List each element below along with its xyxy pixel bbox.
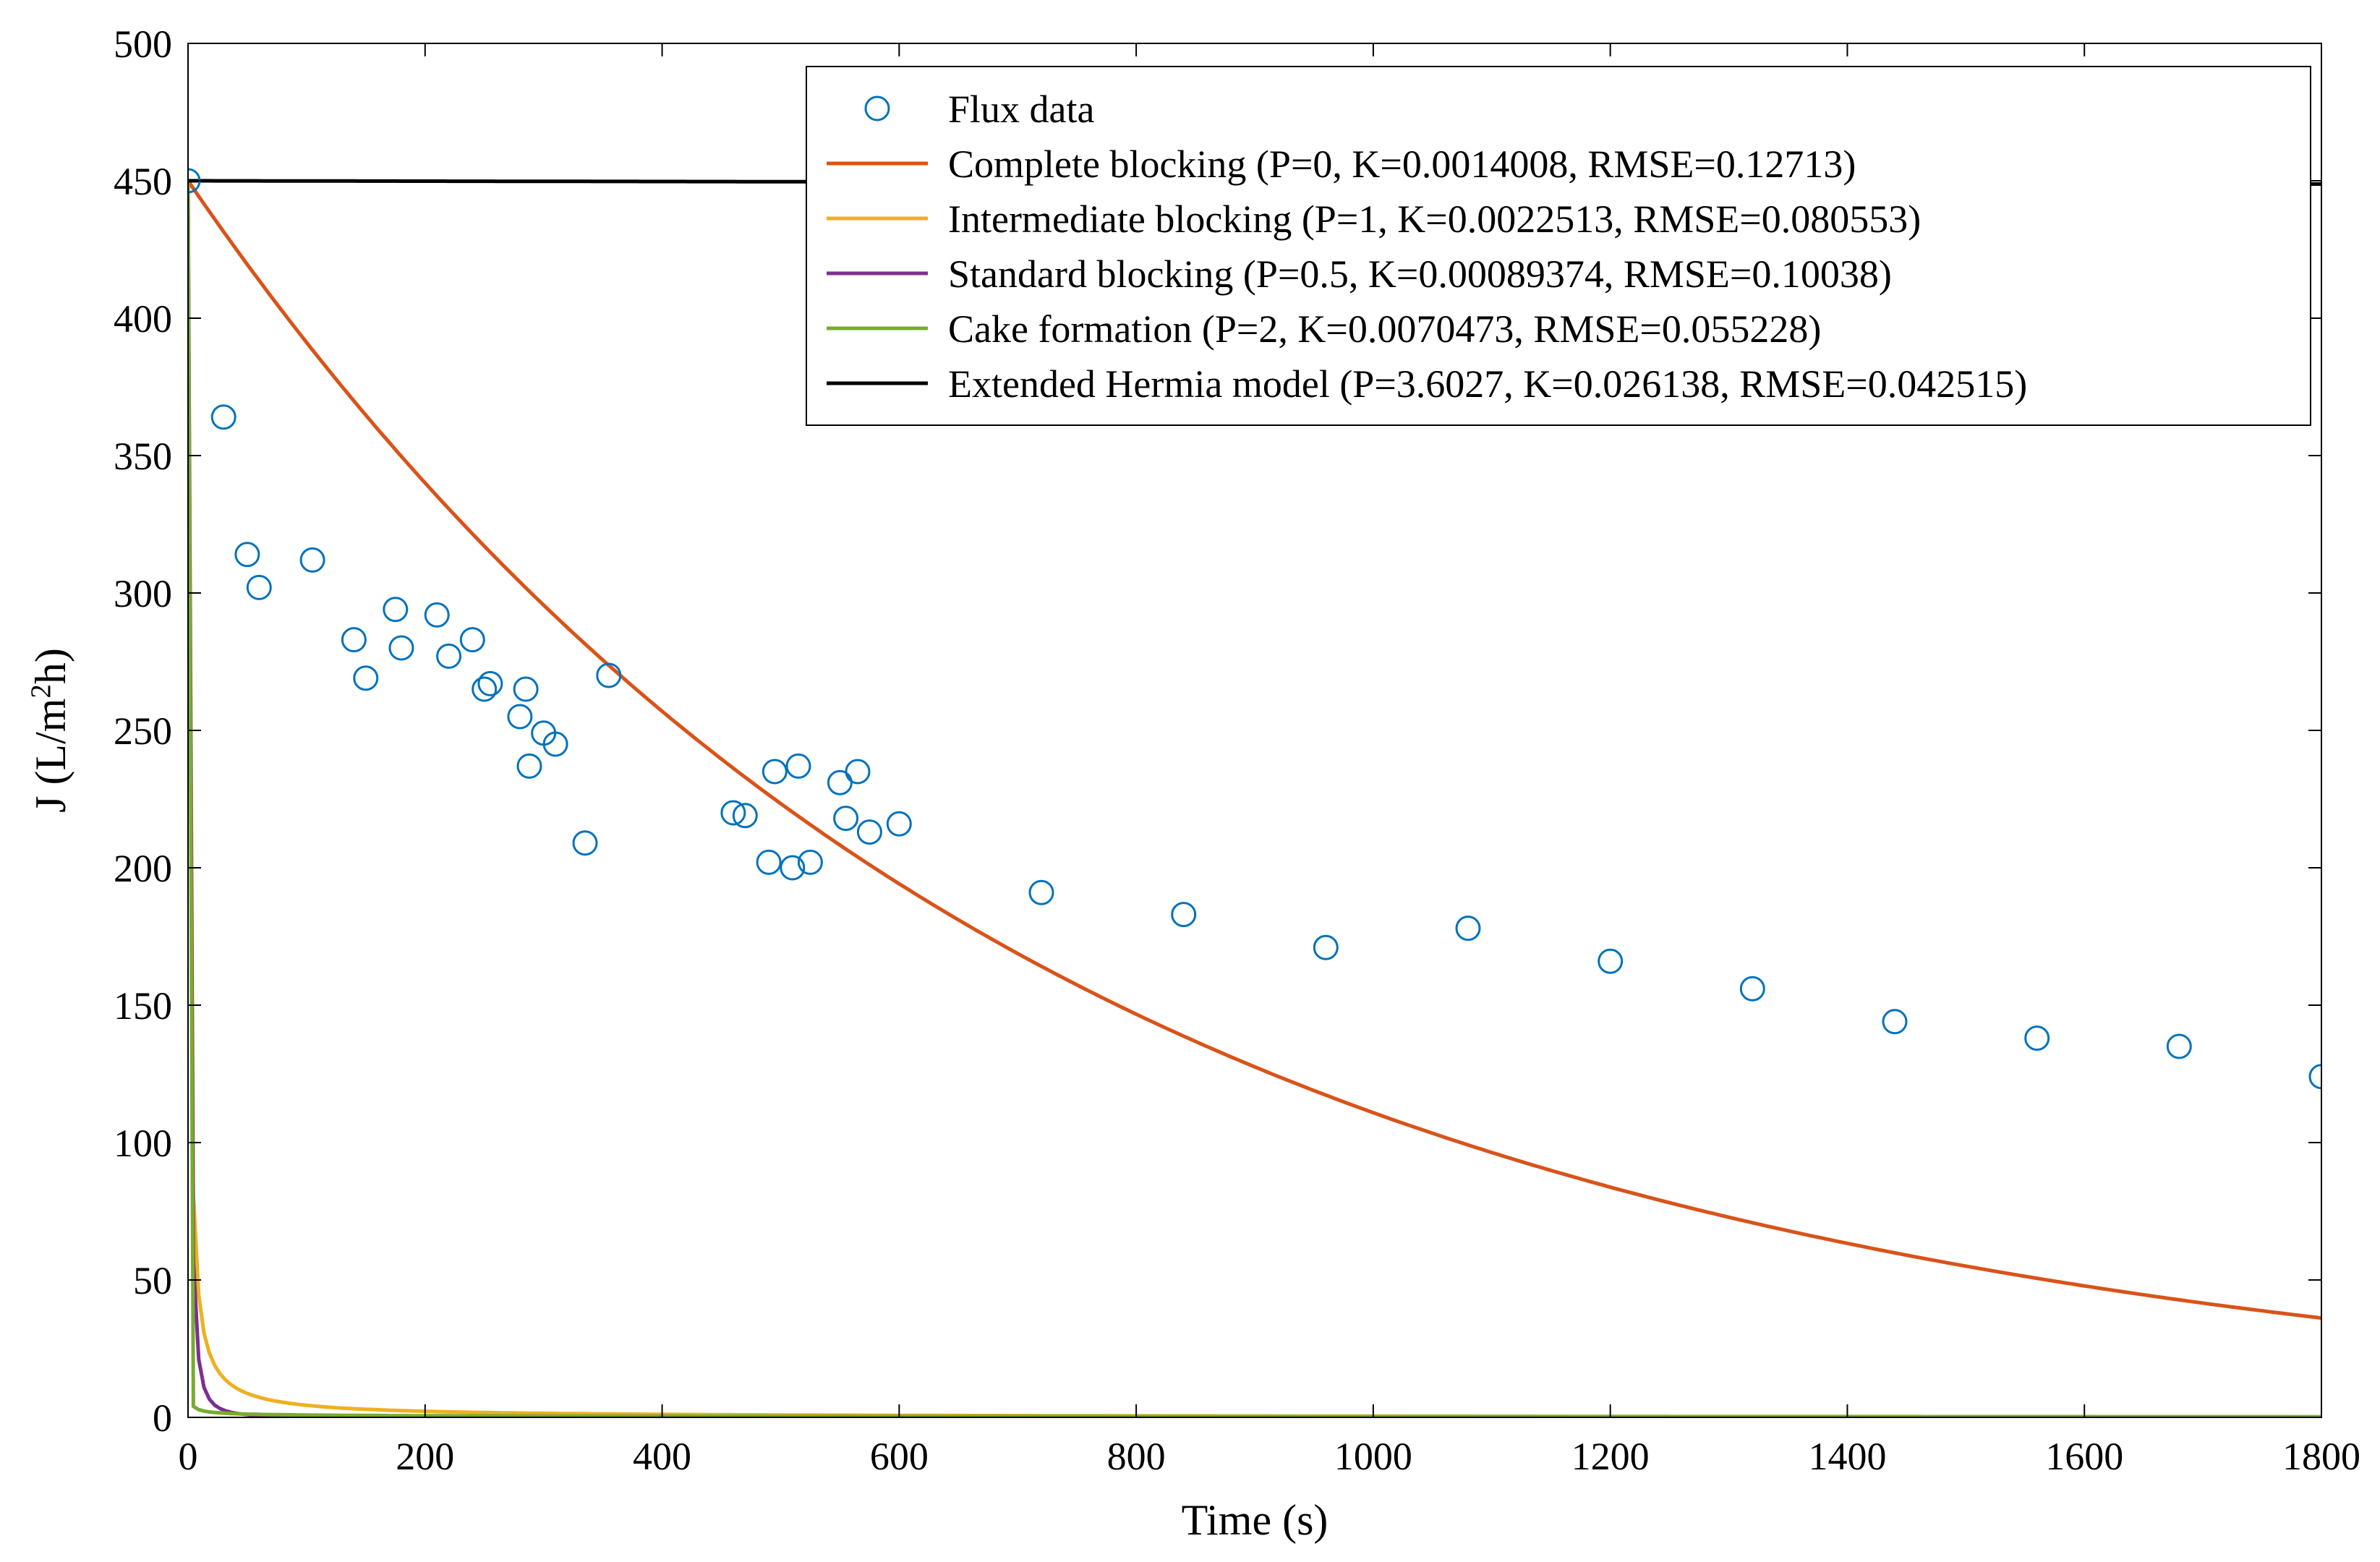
x-tick-label: 200 [396, 1435, 454, 1478]
legend-label: Complete blocking (P=0, K=0.0014008, RMS… [948, 142, 1856, 186]
legend-label: Extended Hermia model (P=3.6027, K=0.026… [948, 362, 2027, 406]
chart-svg: 0 200 400 600 800 1000 1200 1400 1600 1800 0 50 100 1… [0, 0, 2380, 1562]
y-tick-label: 500 [114, 22, 172, 66]
x-tick-label: 400 [633, 1435, 691, 1478]
y-tick-label: 0 [153, 1396, 172, 1440]
y-tick-label: 350 [114, 435, 172, 478]
y-tick-label: 100 [114, 1122, 172, 1165]
x-tick-label: 1800 [2282, 1435, 2360, 1478]
x-tick-label: 0 [179, 1435, 198, 1478]
legend-label: Flux data [948, 88, 1095, 131]
x-tick-label: 600 [870, 1435, 929, 1478]
legend-label: Cake formation (P=2, K=0.0070473, RMSE=0… [948, 307, 1821, 351]
x-tick-label: 1400 [1808, 1435, 1886, 1478]
y-axis-label: J (L/m2h) [25, 648, 75, 813]
flux-chart: 0 200 400 600 800 1000 1200 1400 1600 1800 0 50 100 1… [0, 0, 2380, 1562]
y-tick-label: 450 [114, 160, 172, 203]
x-tick-label: 1600 [2045, 1435, 2123, 1478]
y-tick-label: 50 [133, 1259, 172, 1302]
legend-label: Intermediate blocking (P=1, K=0.0022513,… [948, 197, 1921, 241]
x-axis-label: Time (s) [1182, 1496, 1328, 1544]
y-tick-label: 200 [114, 847, 172, 890]
x-tick-label: 1000 [1334, 1435, 1412, 1478]
y-tick-label: 250 [114, 709, 172, 753]
x-tick-label: 800 [1107, 1435, 1166, 1478]
y-tick-label: 300 [114, 572, 172, 615]
legend-label: Standard blocking (P=0.5, K=0.00089374, … [948, 252, 1892, 296]
x-tick-label: 1200 [1571, 1435, 1650, 1478]
y-tick-label: 400 [114, 297, 172, 341]
y-tick-label: 150 [114, 984, 172, 1028]
